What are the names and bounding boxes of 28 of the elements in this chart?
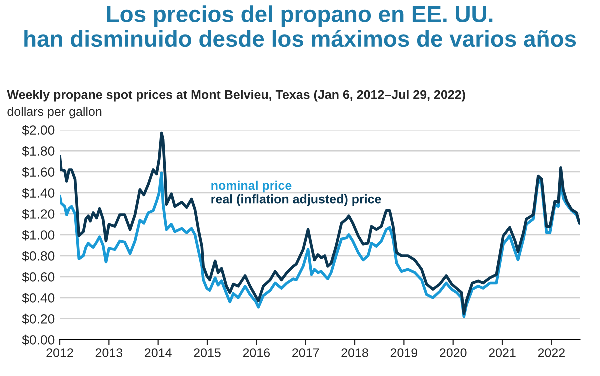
x-tick-label: 2021 (489, 348, 516, 358)
x-tick-label: 2015 (194, 348, 221, 358)
y-tick-label: $1.00 (22, 230, 55, 241)
line-series (60, 132, 580, 316)
x-tick-label: 2018 (342, 348, 368, 358)
x-tick-label: 2022 (538, 348, 565, 358)
y-tick-label: $0.00 (22, 334, 55, 346)
y-axis-title: dollars per gallon (8, 106, 102, 119)
y-tick-label: $0.60 (22, 272, 55, 283)
chart-title: Los precios del propano en EE. UU. han disminuido desde los máximos de varios años (24, 6, 576, 48)
chart-subtitle: Weekly propane spot prices at Mont Belvieu, Texas (Jan 6, 2012–Jul 29, 2022) (7, 90, 466, 102)
y-tick-label: $0.40 (22, 292, 55, 304)
y-tick-label: $2.00 (22, 125, 55, 136)
series-label: real (inflation adjusted) price (212, 194, 382, 206)
x-tick-label: 2013 (96, 348, 123, 358)
x-tick-label: 2019 (390, 348, 418, 358)
y-tick-label: $0.80 (22, 250, 55, 262)
x-tick-label: 2017 (292, 348, 320, 358)
x-tick-label: 2020 (440, 348, 467, 358)
y-tick-label: $1.80 (22, 146, 55, 157)
x-tick-label: 2012 (46, 348, 74, 358)
x-tick-label: 2014 (145, 348, 172, 358)
text: nominal price (212, 180, 292, 193)
x-tick-label: 2016 (243, 348, 270, 358)
y-tick-label: $1.40 (22, 188, 55, 199)
y-tick-label: $1.60 (22, 167, 55, 178)
y-tick-label: $1.20 (22, 209, 55, 220)
y-tick-label: $0.20 (22, 314, 55, 325)
